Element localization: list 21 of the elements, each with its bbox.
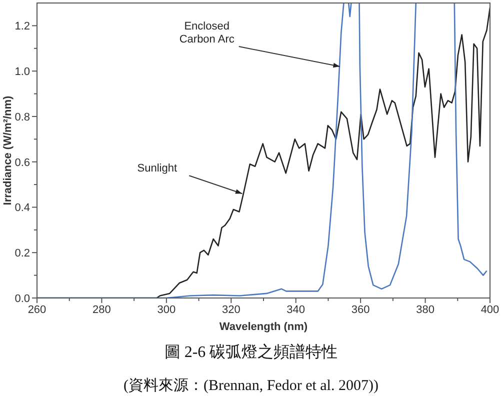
y-tick-label: 1.0 [14, 66, 30, 78]
x-tick-label: 380 [416, 304, 434, 316]
x-tick-label: 400 [480, 304, 500, 316]
annotation: Enclosed Carbon Arc [179, 20, 235, 46]
y-tick-label: 0.0 [14, 293, 30, 305]
y-tick-label: 0.6 [14, 156, 30, 169]
annotation: Sunlight [137, 162, 178, 175]
x-tick-label: 320 [222, 304, 240, 316]
x-axis-title: Wavelength (nm) [219, 321, 308, 333]
y-tick-label: 0.4 [14, 202, 30, 214]
x-tick-label: 340 [286, 304, 306, 316]
text: (資料來源：(Brennan, Fedor et al. 2007)) [124, 377, 378, 394]
y-tick-label: 1.2 [14, 20, 30, 33]
y-tick-label: 0.8 [14, 111, 30, 124]
y-tick-label: 0.2 [14, 248, 30, 260]
text: 圖 2-6 碳弧燈之頻譜特性 [164, 343, 338, 361]
x-tick-label: 260 [28, 304, 46, 316]
x-tick-label: 280 [92, 304, 111, 316]
y-axis-title: Irradiance (W/m²/nm) [2, 95, 14, 206]
x-tick-label: 360 [351, 304, 370, 316]
x-tick-label: 300 [157, 304, 176, 316]
